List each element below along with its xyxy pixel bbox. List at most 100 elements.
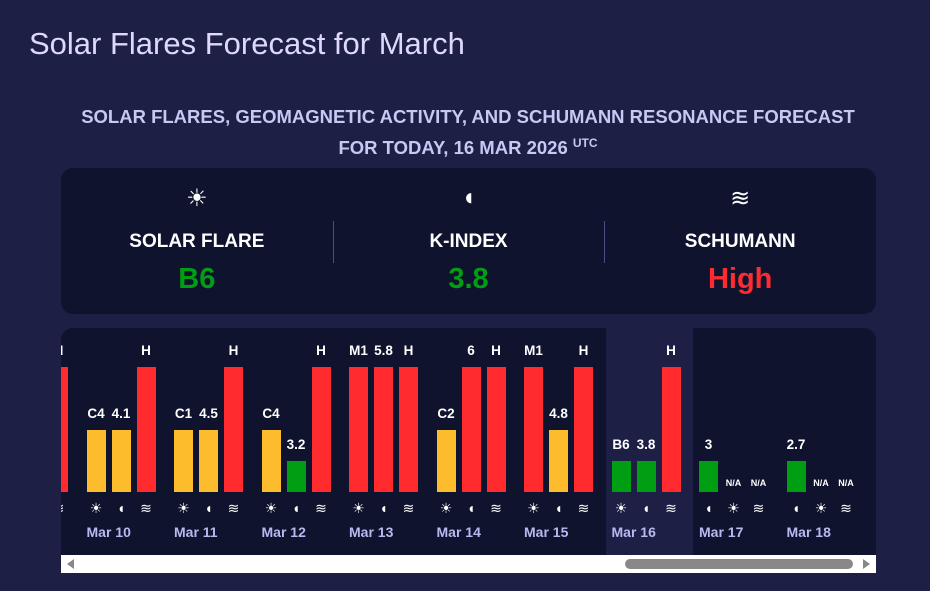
summary-value: B6 — [178, 263, 216, 295]
bar-k[interactable] — [111, 430, 131, 492]
bar-flare[interactable] — [611, 461, 631, 492]
bar-k[interactable] — [461, 367, 481, 492]
bar-label: 5.8 — [374, 343, 393, 358]
magnet-icon: ◖ — [791, 500, 801, 516]
waves-icon: ≋ — [227, 500, 240, 516]
bar-label: 6 — [467, 343, 475, 358]
bar-k[interactable] — [549, 430, 568, 492]
day-date: Mar 18 — [786, 524, 831, 540]
scrollbar-thumb[interactable] — [625, 559, 853, 569]
sun-icon: ☀ — [727, 500, 740, 516]
bar-flare[interactable] — [174, 430, 193, 492]
bar-flare[interactable] — [349, 367, 368, 492]
bar-k[interactable] — [786, 461, 806, 492]
bar-label: H — [228, 343, 239, 358]
bar-label: H — [316, 343, 326, 358]
bar-flare[interactable] — [261, 430, 281, 492]
subtitle-text: SOLAR FLARES, GEOMAGNETIC ACTIVITY, AND … — [81, 106, 855, 159]
bar-label: 2.7 — [786, 437, 806, 452]
bar-k[interactable] — [286, 461, 306, 492]
bar-sch[interactable] — [399, 367, 418, 492]
scroll-right-arrow[interactable] — [863, 559, 870, 569]
chart-track: ☀ ◖ H ≋ C4 ☀ 4.1 ◖ H ≋ Mar 10 C1 ☀ 4.5 ◖ H ≋ Mar 11 C4 ☀ 3.2… — [61, 328, 868, 555]
forecast-subtitle: SOLAR FLARES, GEOMAGNETIC ACTIVITY, AND … — [60, 104, 876, 161]
horizontal-scrollbar[interactable] — [61, 555, 876, 573]
day-date: Mar 17 — [699, 524, 744, 540]
magnet-icon: ◖ — [204, 500, 213, 516]
day-date: Mar 15 — [524, 524, 569, 540]
bar-sch[interactable] — [486, 367, 506, 492]
bar-label: N/A — [750, 478, 767, 488]
waves-icon: ≋ — [665, 500, 677, 516]
summary-label: SCHUMANN — [684, 231, 796, 252]
bar-label: H — [666, 343, 676, 358]
bar-label: M1 — [349, 343, 368, 358]
bar-label: N/A — [813, 478, 829, 488]
waves-icon: ≋ — [840, 500, 852, 516]
magnet-icon: ◖ — [466, 500, 476, 516]
sun-icon: ☀ — [264, 500, 278, 516]
waves-icon: ≋ — [577, 500, 590, 516]
bar-flare[interactable] — [436, 430, 456, 492]
bar-sch[interactable] — [574, 367, 593, 492]
bar-label: N/A — [725, 478, 742, 488]
magnet-icon: ◖ — [704, 500, 713, 516]
bar-label: C2 — [437, 406, 455, 421]
day-group: M1 ☀ 4.8 ◖ H ≋ Mar 15 — [518, 328, 606, 555]
day-group: C2 ☀ 6 ◖ H ≋ Mar 14 — [431, 328, 519, 555]
magnet-icon: ◖ — [641, 500, 651, 516]
bar-sch[interactable] — [136, 367, 156, 492]
waves-icon: ≋ — [61, 500, 68, 517]
bar-label: 3.2 — [286, 437, 306, 452]
day-date: Mar 11 — [174, 524, 218, 540]
magnet-icon: ◖ — [116, 500, 126, 516]
bar-k[interactable] — [699, 461, 718, 492]
bar-sch[interactable] — [661, 367, 681, 492]
solar-flare-summary: ☀ SOLAR FLARE B6 — [61, 168, 333, 314]
day-group: ☀◖H≋ — [61, 328, 81, 555]
day-group: B6 ☀ 3.8 ◖ H ≋ Mar 16 — [605, 328, 693, 555]
day-date: Mar 16 — [611, 524, 656, 540]
sun-icon: ☀ — [89, 500, 103, 516]
bar-label: 3.8 — [636, 437, 656, 452]
sun-icon: ☀ — [614, 500, 628, 516]
bar-k[interactable] — [199, 430, 218, 492]
waves-icon: ≋ — [402, 500, 415, 516]
sun-icon: ☀ — [814, 500, 828, 516]
sun-icon: ☀ — [527, 500, 540, 516]
bar-sch[interactable] — [311, 367, 331, 492]
bar-label: 4.5 — [199, 406, 218, 421]
forecast-bar-chart: ☀ ◖ H ≋ C4 ☀ 4.1 ◖ H ≋ Mar 10 C1 ☀ 4.5 ◖ H ≋ Mar 11 C4 ☀ 3.2… — [61, 328, 876, 555]
waves-icon: ≋ — [752, 500, 765, 516]
magnet-icon: ◖ — [379, 500, 388, 516]
bar-label: H — [578, 343, 589, 358]
bar-label: B6 — [612, 437, 630, 452]
bar-flare[interactable] — [86, 430, 106, 492]
k-index-summary: ◖ K-INDEX 3.8 — [332, 168, 605, 314]
page-title: Solar Flares Forecast for March — [29, 26, 465, 61]
bar-label: 4.1 — [111, 406, 131, 421]
bar-k[interactable] — [374, 367, 393, 492]
today-summary-card: ☀ SOLAR FLARE B6 ◖ K-INDEX 3.8 ≋ SCHUMAN… — [61, 168, 876, 314]
bar-label: H — [61, 343, 74, 358]
waves-icon: ≋ — [490, 500, 502, 516]
magnet-icon: ◖ — [461, 184, 476, 211]
day-group: 3 ◖ N/A ☀ N/A ≋ Mar 17 — [693, 328, 781, 555]
bar-k[interactable] — [636, 461, 656, 492]
magnet-icon: ◖ — [554, 500, 563, 516]
waves-icon: ≋ — [315, 500, 327, 516]
bar-sch[interactable] — [224, 367, 243, 492]
summary-label: K-INDEX — [429, 231, 508, 252]
summary-value: 3.8 — [448, 263, 489, 295]
summary-label: SOLAR FLARE — [129, 231, 265, 252]
utc-label: UTC — [572, 136, 598, 150]
bar-label: H — [491, 343, 501, 358]
sun-icon: ☀ — [177, 500, 190, 516]
bar-label: H — [403, 343, 414, 358]
bar-sch[interactable] — [61, 367, 68, 492]
bar-label: H — [141, 343, 151, 358]
scroll-left-arrow[interactable] — [67, 559, 74, 569]
magnet-icon: ◖ — [291, 500, 301, 516]
bar-flare[interactable] — [524, 367, 543, 492]
sun-icon: ☀ — [439, 500, 453, 516]
